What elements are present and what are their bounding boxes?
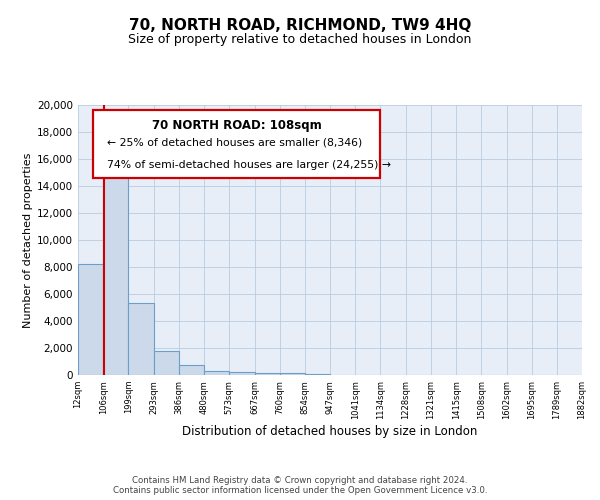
- Bar: [305, 374, 330, 375]
- Text: Size of property relative to detached houses in London: Size of property relative to detached ho…: [128, 32, 472, 46]
- Text: 70, NORTH ROAD, RICHMOND, TW9 4HQ: 70, NORTH ROAD, RICHMOND, TW9 4HQ: [129, 18, 471, 32]
- Bar: [254, 373, 280, 375]
- Bar: [179, 365, 204, 375]
- Text: Contains HM Land Registry data © Crown copyright and database right 2024.: Contains HM Land Registry data © Crown c…: [132, 476, 468, 485]
- Y-axis label: Number of detached properties: Number of detached properties: [23, 152, 33, 328]
- Bar: [280, 373, 305, 375]
- Bar: [128, 304, 154, 375]
- X-axis label: Distribution of detached houses by size in London: Distribution of detached houses by size …: [182, 424, 478, 438]
- Text: ← 25% of detached houses are smaller (8,346): ← 25% of detached houses are smaller (8,…: [107, 138, 362, 148]
- Bar: [154, 352, 179, 375]
- Text: Contains public sector information licensed under the Open Government Licence v3: Contains public sector information licen…: [113, 486, 487, 495]
- Text: 70 NORTH ROAD: 108sqm: 70 NORTH ROAD: 108sqm: [152, 120, 322, 132]
- FancyBboxPatch shape: [93, 110, 380, 178]
- Bar: [204, 371, 229, 375]
- Bar: [103, 152, 128, 375]
- Bar: [229, 372, 254, 375]
- Bar: [78, 264, 103, 375]
- Text: 74% of semi-detached houses are larger (24,255) →: 74% of semi-detached houses are larger (…: [107, 160, 391, 170]
